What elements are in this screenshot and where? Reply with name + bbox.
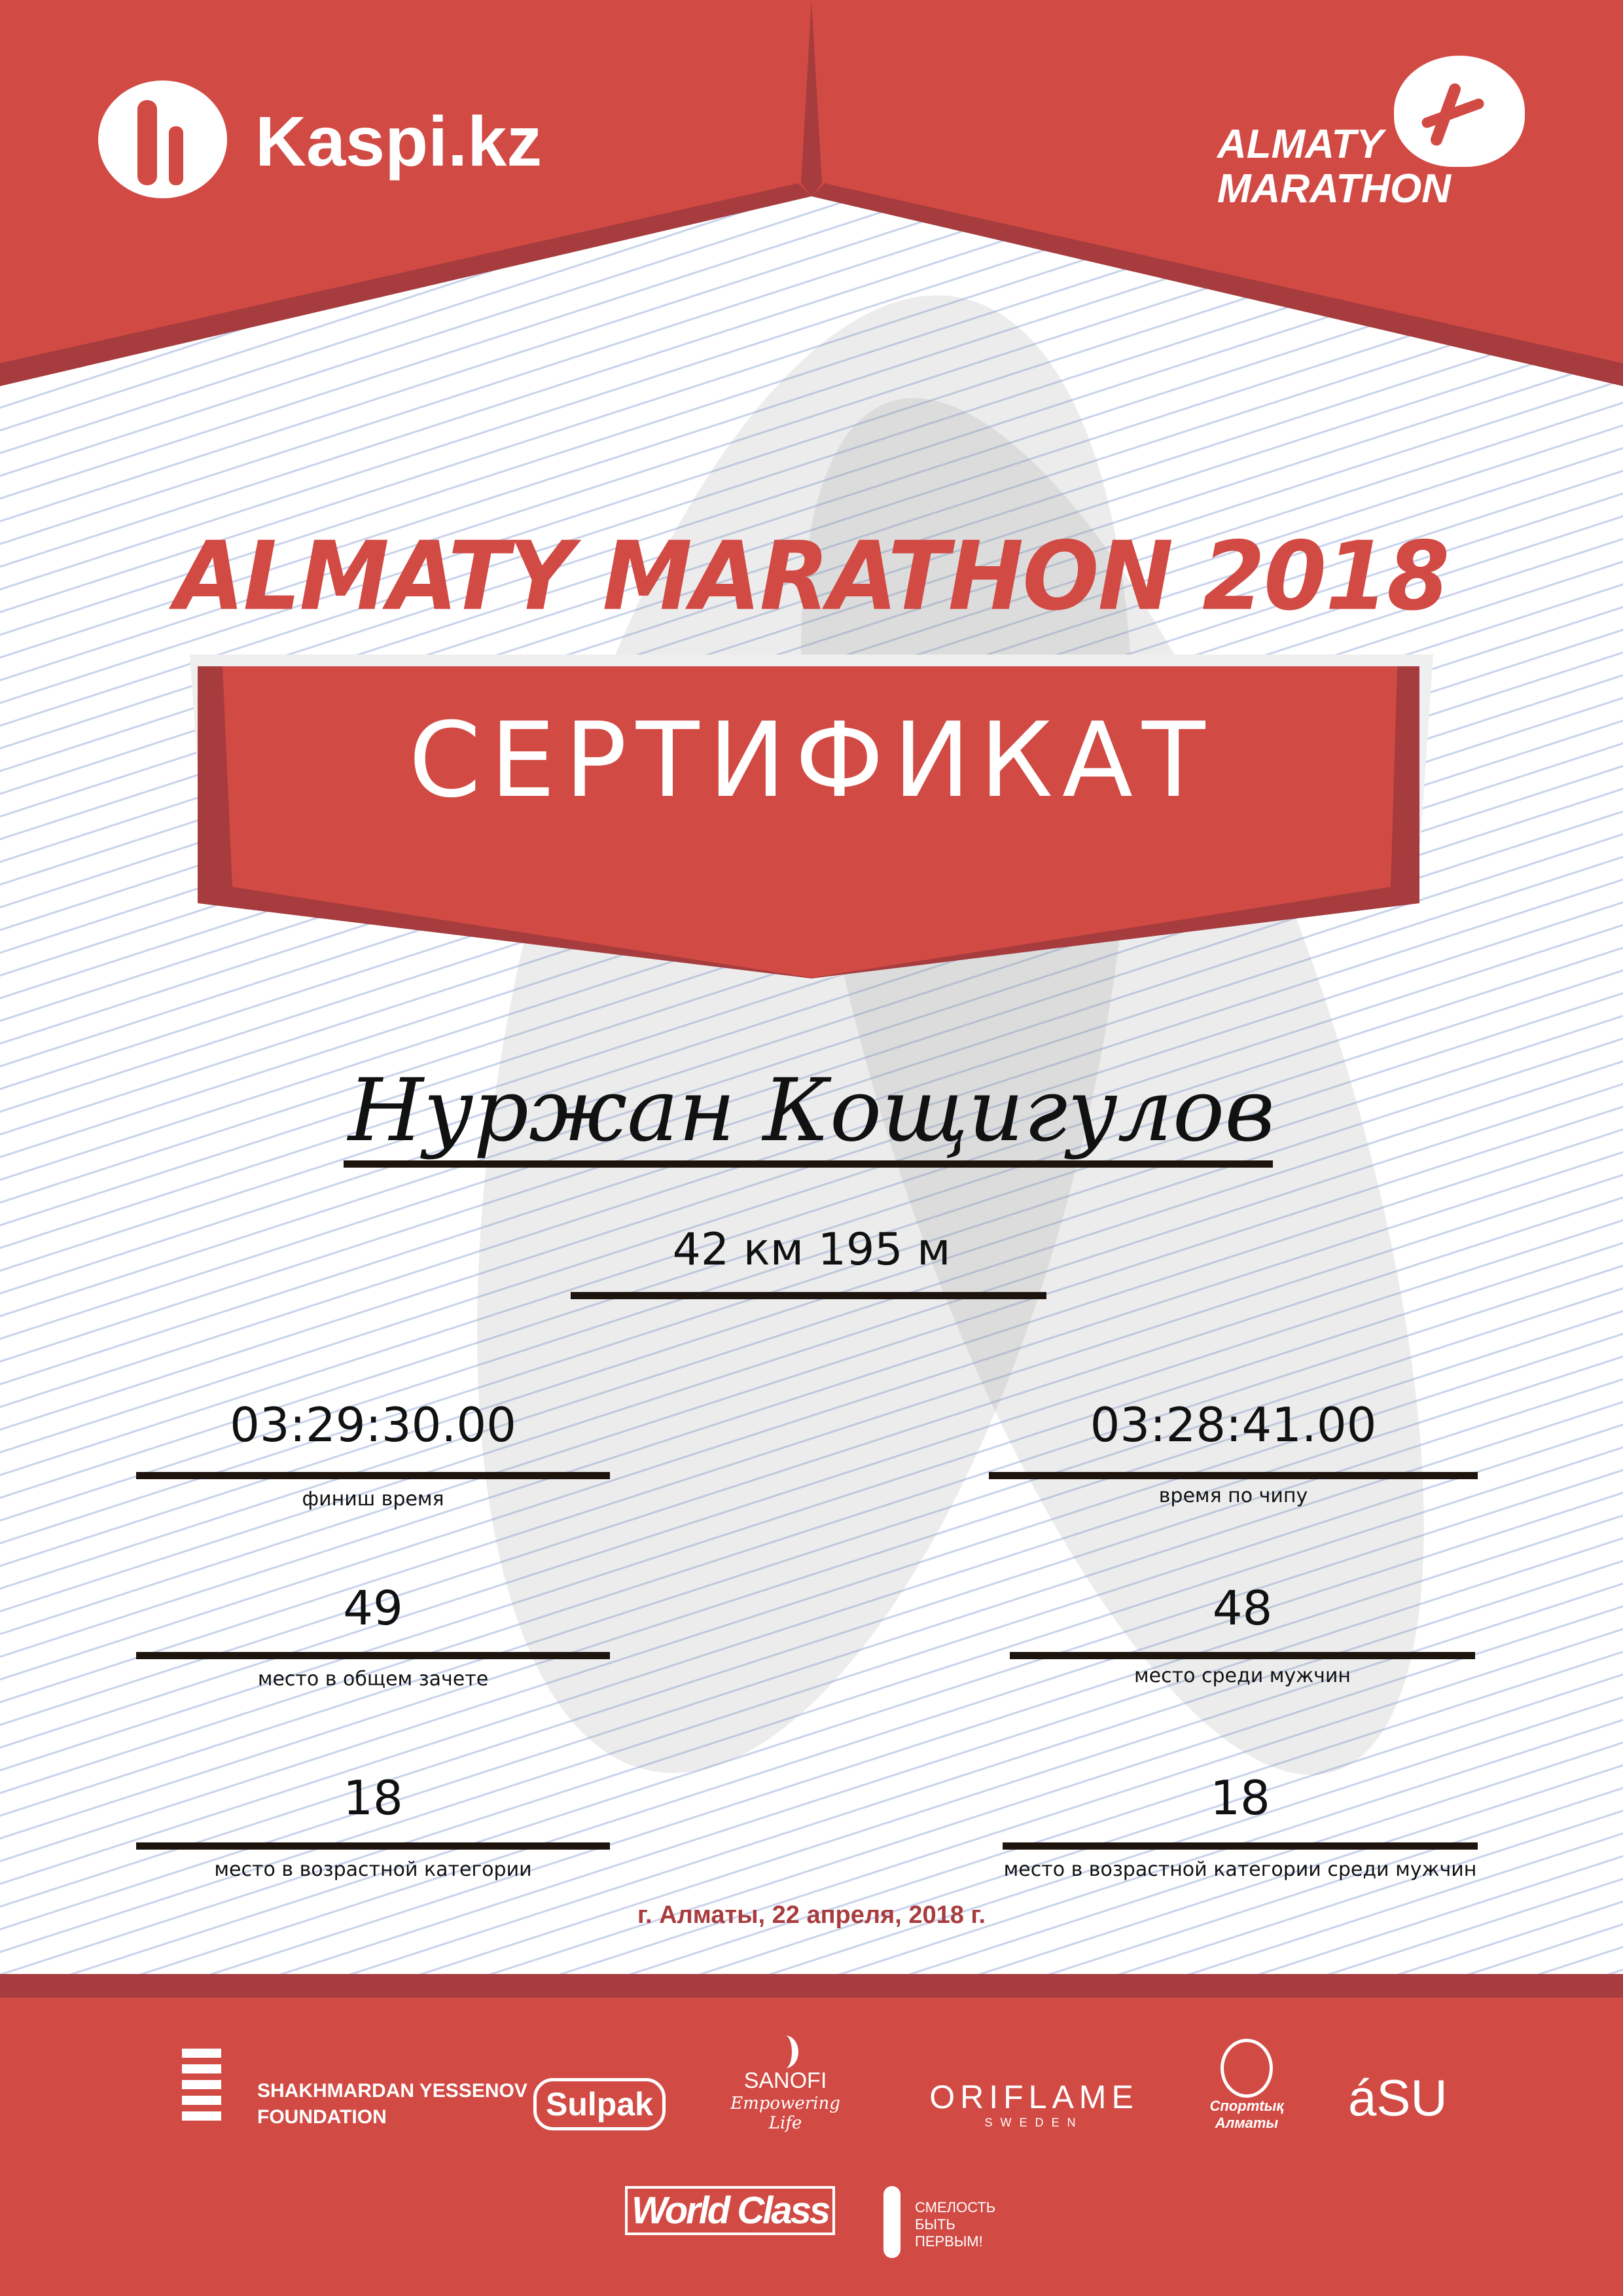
chip-time-label: время по чипу	[1158, 1484, 1308, 1507]
chip-time-line	[989, 1472, 1478, 1479]
sponsor-world-class: World Class	[625, 2186, 836, 2235]
smelost-line3: ПЕРВЫМ!	[915, 2233, 983, 2250]
runner-icon	[1394, 56, 1525, 167]
logo-line1: ALMATY	[1217, 122, 1383, 167]
men-place-label: место среди мужчин	[1134, 1664, 1351, 1687]
finish-time-label: финиш время	[302, 1488, 444, 1511]
oriflame-name: ORIFLAME	[929, 2079, 1139, 2115]
overall-place-line	[136, 1652, 610, 1659]
sport-almaty-line1: Спортtық	[1209, 2098, 1284, 2114]
finish-time-line	[136, 1472, 610, 1479]
distance: 42 км 195 м	[672, 1224, 951, 1276]
sponsor-oriflame: ORIFLAME SWEDEN	[923, 2078, 1145, 2130]
sanofi-icon	[772, 2036, 798, 2068]
sponsor-sport-almaty: Спортtық Алматы	[1198, 2039, 1296, 2132]
smelost-line2: БЫТЬ	[915, 2216, 955, 2233]
chip-time: 03:28:41.00	[1090, 1397, 1377, 1452]
header-fold	[801, 0, 822, 196]
event-title: ALMATY MARATHON 2018	[174, 520, 1450, 632]
finish-time: 03:29:30.00	[230, 1397, 516, 1452]
smelost-figure-icon	[883, 2186, 901, 2258]
yessenov-line2: FOUNDATION	[257, 2106, 387, 2128]
age-men-place-line	[1003, 1842, 1478, 1850]
sponsor-asu: áSU	[1348, 2069, 1448, 2126]
sport-almaty-line2: Алматы	[1215, 2115, 1279, 2131]
overall-place-label: место в общем зачете	[257, 1668, 489, 1691]
sponsor-sanofi: SANOFI Empowering Life	[720, 2036, 851, 2133]
overall-place: 49	[343, 1581, 403, 1636]
date-place: г. Алматы, 22 апреля, 2018 г.	[637, 1901, 986, 1929]
kaspi-logo-text: Kaspi.kz	[255, 101, 543, 181]
name-underline	[344, 1160, 1273, 1168]
footer-band	[0, 1998, 1623, 2296]
distance-underline	[571, 1292, 1046, 1299]
kaspi-family-icon	[98, 81, 227, 198]
smelost-line1: СМЕЛОСТЬ	[915, 2199, 996, 2215]
men-place-line	[1010, 1652, 1475, 1659]
oriflame-tagline: SWEDEN	[984, 2116, 1084, 2129]
yessenov-line1: SHAKHMARDAN YESSENOV	[257, 2080, 527, 2102]
sanofi-name: SANOFI	[743, 2068, 827, 2093]
age-men-place-label: место в возрастной категории среди мужчи…	[1003, 1858, 1477, 1881]
age-place-label: место в возрастной категории	[214, 1858, 532, 1881]
men-place: 48	[1212, 1581, 1273, 1636]
yessenov-bars-icon	[182, 2049, 221, 2127]
age-men-place: 18	[1210, 1770, 1270, 1825]
logo-line2: MARATHON	[1217, 166, 1452, 211]
sanofi-tagline: Empowering Life	[730, 2094, 840, 2133]
certificate-label: СЕРТИФИКАТ	[408, 700, 1215, 821]
ribbon	[223, 666, 1397, 978]
footer-shadow	[0, 1974, 1623, 2000]
age-place: 18	[343, 1770, 403, 1825]
sport-almaty-emblem-icon	[1221, 2039, 1273, 2098]
sponsor-sulpak: Sulpak	[533, 2078, 666, 2130]
age-place-line	[136, 1842, 610, 1850]
participant-name: Нуржан Кощигулов	[348, 1060, 1275, 1161]
